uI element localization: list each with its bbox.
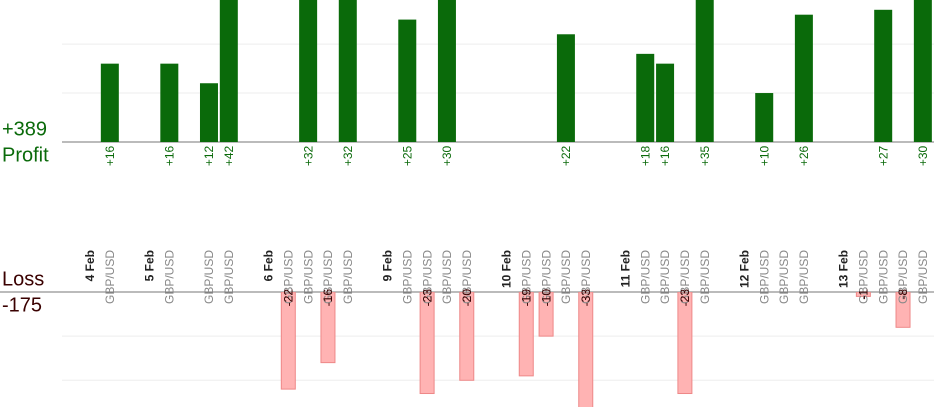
labels: 4 Feb GBP/USD +16 5 Feb GBP/USD +16 GBP/USD +12…	[83, 145, 930, 306]
profit-label: +16	[103, 145, 117, 166]
date-label: 4 Feb	[83, 250, 97, 281]
profit-label: +30	[916, 145, 930, 166]
profit-bar	[219, 0, 238, 142]
loss-bar	[538, 292, 554, 337]
pair-label: GBP/USD	[698, 250, 712, 304]
profit-label: +25	[400, 145, 414, 166]
loss-total: -175	[2, 294, 42, 316]
date-label: 12 Feb	[738, 250, 752, 288]
loss-bar	[320, 292, 336, 364]
loss-bar	[855, 292, 871, 297]
date-label: 13 Feb	[837, 250, 851, 288]
pair-label: GBP/USD	[281, 250, 295, 304]
loss-label: -23	[420, 289, 434, 307]
profit-label: +30	[440, 145, 454, 166]
pair-label: GBP/USD	[440, 250, 454, 304]
loss-bar	[677, 292, 693, 395]
pair-label: GBP/USD	[857, 250, 871, 304]
date-label: 11 Feb	[619, 250, 633, 287]
pair-label: GBP/USD	[341, 250, 355, 304]
profit-label: Profit	[2, 144, 49, 166]
pair-label: GBP/USD	[519, 250, 533, 304]
profit-label: +35	[698, 145, 712, 166]
loss-bar	[280, 292, 296, 390]
pair-label: GBP/USD	[896, 250, 910, 304]
pair-label: GBP/USD	[916, 250, 930, 304]
loss-label: Loss	[2, 268, 44, 290]
pair-label: GBP/USD	[202, 250, 216, 304]
loss-label: -19	[519, 289, 533, 307]
bars	[100, 0, 932, 407]
loss-label: -22	[281, 289, 295, 307]
profit-bar	[636, 53, 655, 142]
profit-bar	[437, 0, 456, 142]
pair-label: GBP/USD	[579, 250, 593, 304]
loss-label: -16	[321, 289, 335, 307]
loss-label: -23	[678, 289, 692, 307]
pair-label: GBP/USD	[460, 250, 474, 304]
pair-label: GBP/USD	[420, 250, 434, 304]
loss-bar	[895, 292, 911, 328]
profit-label: +10	[757, 145, 771, 166]
profit-bar	[913, 0, 932, 142]
grid	[62, 43, 934, 381]
profit-bar	[874, 9, 893, 142]
pair-label: GBP/USD	[162, 250, 176, 304]
profit-label: +22	[559, 145, 573, 166]
loss-label: -1	[857, 289, 871, 300]
profit-label: +32	[341, 145, 355, 166]
loss-label: -8	[896, 289, 910, 300]
pair-label: GBP/USD	[658, 250, 672, 304]
date-label: 10 Feb	[500, 250, 514, 288]
date-label: 6 Feb	[262, 250, 276, 281]
pair-label: GBP/USD	[559, 250, 573, 304]
profit-bar	[656, 63, 675, 142]
profit-label: +42	[222, 145, 236, 166]
loss-bar	[578, 292, 594, 407]
pair-label: GBP/USD	[876, 250, 890, 304]
profit-bar	[755, 93, 774, 142]
profit-bar	[794, 14, 813, 142]
date-label: 9 Feb	[381, 250, 395, 281]
profit-bar	[160, 63, 179, 142]
profit-bar	[199, 83, 218, 142]
pair-label: GBP/USD	[638, 250, 652, 304]
pair-label: GBP/USD	[103, 250, 117, 304]
profit-bar	[556, 34, 575, 142]
loss-bar	[518, 292, 534, 377]
date-label: 5 Feb	[143, 250, 157, 281]
profit-label: +26	[797, 145, 811, 166]
profit-bar	[299, 0, 318, 142]
pair-label: GBP/USD	[777, 250, 791, 304]
profit-label: +32	[301, 145, 315, 166]
profit-bar	[695, 0, 714, 142]
profit-total: +389	[2, 118, 47, 140]
pair-label: GBP/USD	[539, 250, 553, 304]
loss-bar	[419, 292, 435, 395]
profit-label: +12	[202, 145, 216, 166]
loss-label: -10	[539, 289, 553, 307]
profit-label: +18	[638, 145, 652, 166]
profit-label: +16	[658, 145, 672, 166]
pair-label: GBP/USD	[321, 250, 335, 304]
pair-label: GBP/USD	[678, 250, 692, 304]
pair-label: GBP/USD	[797, 250, 811, 304]
loss-label: -33	[579, 289, 593, 307]
loss-bar	[459, 292, 475, 381]
profit-bar	[398, 19, 417, 142]
pair-label: GBP/USD	[400, 250, 414, 304]
loss-label: -20	[460, 289, 474, 307]
pair-label: GBP/USD	[301, 250, 315, 304]
profit-bar	[338, 0, 357, 142]
profit-bar	[100, 63, 119, 142]
profit-label: +27	[876, 145, 890, 166]
pair-label: GBP/USD	[222, 250, 236, 304]
pair-label: GBP/USD	[757, 250, 771, 304]
profit-label: +16	[162, 145, 176, 166]
